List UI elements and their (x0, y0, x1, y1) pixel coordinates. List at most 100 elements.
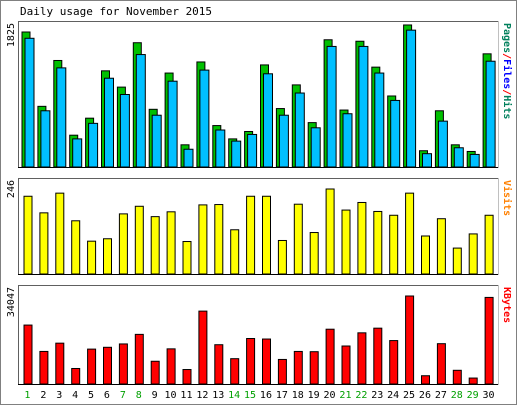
visits-bar-26-fill (421, 235, 430, 275)
x-tick-label-29: 29 (467, 390, 479, 401)
kbytes-bar-30 (484, 296, 494, 385)
x-tick-label-8: 8 (136, 390, 142, 401)
kbytes-bg (18, 285, 499, 385)
x-tick-label-21: 21 (339, 390, 351, 401)
kbytes-ylabel-part-0: KBytes (501, 287, 512, 323)
x-tick-label-13: 13 (212, 390, 224, 401)
pages-files-hits-ylabel-part-1: / (501, 53, 512, 59)
visits-bar-5-fill (87, 240, 97, 275)
files-bar-28 (453, 147, 464, 168)
visits-bar-21 (341, 209, 351, 275)
visits-bar-4-fill (71, 220, 81, 275)
kbytes-bar-2-fill (39, 350, 49, 385)
kbytes-bar-16 (262, 338, 271, 385)
visits-bar-10 (166, 211, 176, 275)
kbytes-bar-17 (277, 358, 287, 385)
files-bar-5 (88, 122, 99, 168)
files-bar-18 (294, 92, 305, 168)
visits-bar-15-fill (246, 195, 256, 275)
visits-bar-12-fill (198, 204, 208, 275)
files-bar-11 (183, 148, 194, 168)
visits-bar-4 (71, 220, 81, 275)
visits-bar-23 (373, 210, 383, 275)
files-bar-12-fill (199, 69, 210, 168)
kbytes-bar-17-fill (277, 358, 287, 385)
visits-bar-16-fill (262, 195, 271, 275)
visits-bar-6 (103, 238, 112, 275)
visits-bar-14-fill (230, 229, 240, 275)
x-tick-label-28: 28 (451, 390, 463, 401)
visits-bar-28 (452, 247, 462, 275)
x-tick-label-2: 2 (40, 390, 46, 401)
kbytes-bar-8-fill (134, 333, 144, 385)
visits-max-label: 246 (6, 180, 17, 198)
visits-bar-24 (389, 214, 399, 275)
files-bar-11-fill (183, 148, 194, 168)
visits-bar-2-fill (39, 212, 49, 275)
files-bar-13-fill (215, 129, 226, 168)
visits-bg (18, 178, 499, 275)
kbytes-bar-11-fill (182, 369, 192, 385)
kbytes-bar-15-fill (246, 338, 256, 385)
kbytes-bar-29-fill (468, 377, 478, 385)
files-bar-24 (390, 99, 401, 168)
kbytes-bar-1 (23, 324, 33, 385)
kbytes-bar-23-fill (373, 327, 383, 385)
kbytes-bar-23 (373, 327, 383, 385)
x-tick-label-18: 18 (292, 390, 304, 401)
visits-bar-14 (230, 229, 240, 275)
x-tick-label-15: 15 (244, 390, 256, 401)
visits-box (18, 178, 499, 275)
files-bar-13 (215, 129, 226, 168)
visits-ylabel-part-0: Visits (501, 180, 513, 216)
x-tick-label-30: 30 (483, 390, 495, 401)
files-bar-20 (326, 45, 337, 168)
files-bar-7-fill (119, 94, 130, 168)
kbytes-bar-6 (103, 346, 112, 385)
files-bar-12 (199, 69, 210, 168)
visits-bar-8 (134, 205, 144, 275)
pages-files-hits-ylabel-part-0: Pages (501, 23, 512, 53)
files-bar-8-fill (135, 54, 146, 168)
kbytes-bar-28-fill (452, 369, 462, 385)
files-bar-21-fill (342, 113, 353, 168)
kbytes-bar-9-fill (150, 360, 160, 385)
files-bar-1-fill (24, 37, 35, 168)
kbytes-max-label: 34047 (6, 287, 17, 317)
pages-files-hits-ylabel-part-3: / (501, 89, 512, 95)
x-tick-label-16: 16 (260, 390, 272, 401)
kbytes-bar-6-fill (103, 346, 112, 385)
kbytes-ylabel: KBytes (501, 287, 512, 323)
files-bar-28-fill (453, 147, 464, 168)
files-bar-25 (406, 29, 417, 168)
files-bar-10-fill (167, 80, 178, 168)
files-bar-8 (135, 54, 146, 168)
visits-bar-21-fill (341, 209, 351, 275)
files-bar-2 (40, 110, 51, 168)
x-tick-label-20: 20 (324, 390, 336, 401)
kbytes-bar-25-fill (405, 295, 415, 385)
visits-bar-17-fill (277, 239, 287, 275)
kbytes-bar-7 (118, 343, 128, 385)
kbytes-bar-30-fill (484, 296, 494, 385)
files-bar-9 (151, 114, 162, 168)
visits-bar-13 (214, 204, 224, 275)
files-bar-16 (263, 73, 273, 168)
files-bar-5-fill (88, 122, 99, 168)
files-bar-4-fill (72, 138, 83, 168)
files-bar-18-fill (294, 92, 305, 168)
pages-files-hits-box (18, 21, 499, 168)
x-tick-label-26: 26 (419, 390, 431, 401)
kbytes-bar-27 (436, 343, 446, 385)
kbytes-bar-13-fill (214, 344, 224, 385)
visits-bar-10-fill (166, 211, 176, 275)
x-tick-label-14: 14 (228, 390, 240, 401)
visits-bar-30-fill (484, 214, 494, 275)
files-bar-9-fill (151, 114, 162, 168)
kbytes-bar-16-fill (262, 338, 271, 385)
files-bar-20-fill (326, 45, 337, 168)
kbytes-bar-11 (182, 369, 192, 385)
visits-bar-29-fill (468, 233, 478, 275)
x-tick-label-4: 4 (72, 390, 78, 401)
